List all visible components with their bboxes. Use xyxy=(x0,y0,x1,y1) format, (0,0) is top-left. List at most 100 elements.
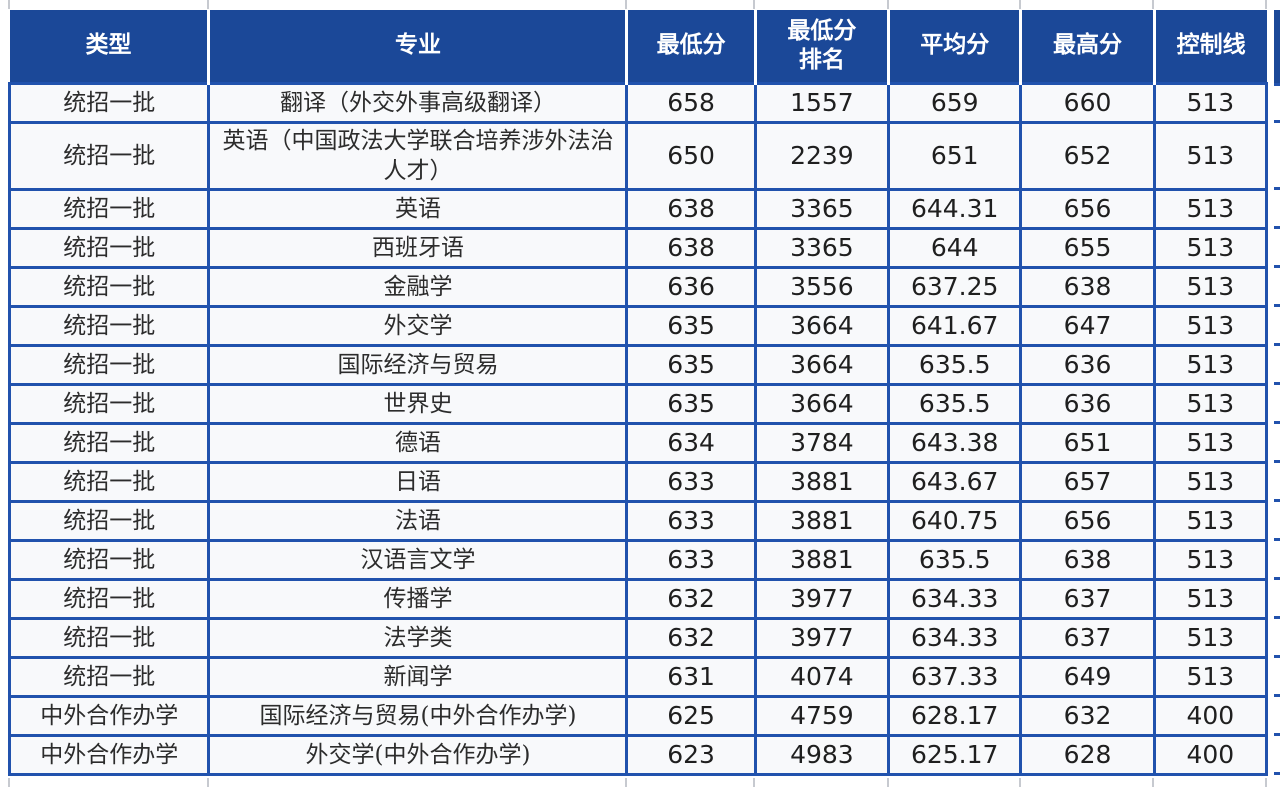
table-cell: 3977 xyxy=(753,577,891,620)
gridline-stub xyxy=(625,778,627,787)
table-cell: 统招一批 xyxy=(7,616,211,659)
table-cell: 638 xyxy=(1019,265,1156,308)
table-cell: 660 xyxy=(1019,81,1156,124)
table-cell: 644 xyxy=(887,226,1023,269)
table-cell: 638 xyxy=(625,187,757,230)
table-cell: 640.75 xyxy=(887,499,1023,542)
gridline-stub xyxy=(1265,778,1267,787)
table-cell: 638 xyxy=(1019,538,1156,581)
table-cell: 632 xyxy=(1019,694,1156,737)
table-cell: 4759 xyxy=(753,694,891,737)
table-cell: 637.33 xyxy=(887,655,1023,698)
gridline-stub xyxy=(1152,778,1154,787)
gridline-stub xyxy=(1265,0,1267,9)
table-row: 统招一批 西班牙语 638 3365 644 655 513 xyxy=(7,226,1269,269)
gridline-stub xyxy=(625,0,627,9)
table-cell: 634 xyxy=(625,421,757,464)
table-cell: 英语 xyxy=(207,187,629,230)
gridline-stub xyxy=(887,0,889,9)
table-cell: 中外合作办学 xyxy=(7,733,211,776)
table-cell: 统招一批 xyxy=(7,577,211,620)
table-cell: 635.5 xyxy=(887,538,1023,581)
top-gridline-stubs xyxy=(0,0,1280,9)
table-cell: 法学类 xyxy=(207,616,629,659)
table-row: 统招一批 传播学 632 3977 634.33 637 513 xyxy=(7,577,1269,620)
gridline-stub xyxy=(753,0,755,9)
table-cell: 统招一批 xyxy=(7,265,211,308)
table-body: 统招一批 翻译（外交外事高级翻译） 658 1557 659 660 513 统招一批 英语（中… xyxy=(7,81,1269,776)
table-cell: 513 xyxy=(1152,577,1269,620)
table-cell: 636 xyxy=(1019,382,1156,425)
table-cell: 634.33 xyxy=(887,577,1023,620)
cropped-row-border xyxy=(1274,304,1280,307)
table-row: 统招一批 世界史 635 3664 635.5 636 513 xyxy=(7,382,1269,425)
gridline-stub xyxy=(207,778,209,787)
table-cell: 统招一批 xyxy=(7,187,211,230)
cropped-row-border xyxy=(1274,343,1280,346)
gridline-stub xyxy=(1019,778,1021,787)
cropped-row-border xyxy=(1274,499,1280,502)
table-cell: 513 xyxy=(1152,616,1269,659)
table-cell: 637 xyxy=(1019,577,1156,620)
table-row: 统招一批 新闻学 631 4074 637.33 649 513 xyxy=(7,655,1269,698)
table-cell: 643.67 xyxy=(887,460,1023,503)
table-cell: 637.25 xyxy=(887,265,1023,308)
table-cell: 513 xyxy=(1152,460,1269,503)
gridline-stub xyxy=(1019,0,1021,9)
table-row: 统招一批 国际经济与贸易 635 3664 635.5 636 513 xyxy=(7,343,1269,386)
table-cell: 1557 xyxy=(753,81,891,124)
table-cell: 西班牙语 xyxy=(207,226,629,269)
table-cell: 650 xyxy=(625,120,757,191)
table-cell: 628 xyxy=(1019,733,1156,776)
column-header: 类型 xyxy=(9,10,209,83)
table-cell: 513 xyxy=(1152,382,1269,425)
table-row: 统招一批 汉语言文学 633 3881 635.5 638 513 xyxy=(7,538,1269,581)
table-cell: 3881 xyxy=(753,538,891,581)
table-cell: 635 xyxy=(625,304,757,347)
table-cell: 统招一批 xyxy=(7,343,211,386)
cropped-row-border xyxy=(1274,694,1280,697)
table-cell: 3365 xyxy=(753,226,891,269)
table-cell: 3977 xyxy=(753,616,891,659)
column-header: 控制线 xyxy=(1152,10,1267,83)
table-cell: 新闻学 xyxy=(207,655,629,698)
table-cell: 外交学 xyxy=(207,304,629,347)
table-cell: 641.67 xyxy=(887,304,1023,347)
table-cell: 649 xyxy=(1019,655,1156,698)
admission-scores-table: 类型 专业 最低分 最低分 排名 平均分 最高分 控制线 统招一批 翻译（外交外事高级翻译） 6… xyxy=(7,10,1269,776)
table-cell: 513 xyxy=(1152,538,1269,581)
table-cell: 638 xyxy=(625,226,757,269)
table-cell: 513 xyxy=(1152,81,1269,124)
table-cell: 400 xyxy=(1152,694,1269,737)
table-cell: 625.17 xyxy=(887,733,1023,776)
table-cell: 633 xyxy=(625,499,757,542)
table-cell: 统招一批 xyxy=(7,499,211,542)
table-cell: 636 xyxy=(625,265,757,308)
table-cell: 632 xyxy=(625,577,757,620)
table-cell: 统招一批 xyxy=(7,120,211,191)
table-cell: 3881 xyxy=(753,460,891,503)
table-cell: 632 xyxy=(625,616,757,659)
cropped-row-border xyxy=(1274,577,1280,580)
table-cell: 世界史 xyxy=(207,382,629,425)
table-cell: 635 xyxy=(625,343,757,386)
table-cell: 统招一批 xyxy=(7,655,211,698)
table-cell: 635 xyxy=(625,382,757,425)
table-cell: 631 xyxy=(625,655,757,698)
table-cell: 658 xyxy=(625,81,757,124)
table-row: 统招一批 金融学 636 3556 637.25 638 513 xyxy=(7,265,1269,308)
table-cell: 德语 xyxy=(207,421,629,464)
table-cell: 日语 xyxy=(207,460,629,503)
table-row: 统招一批 法学类 632 3977 634.33 637 513 xyxy=(7,616,1269,659)
table-row: 统招一批 德语 634 3784 643.38 651 513 xyxy=(7,421,1269,464)
table-cell: 汉语言文学 xyxy=(207,538,629,581)
table-cell: 513 xyxy=(1152,304,1269,347)
column-header: 最低分 排名 xyxy=(753,10,889,83)
table-cell: 652 xyxy=(1019,120,1156,191)
cropped-row-border xyxy=(1274,265,1280,268)
gridline-stub xyxy=(887,778,889,787)
table-cell: 513 xyxy=(1152,187,1269,230)
table-row: 统招一批 法语 633 3881 640.75 656 513 xyxy=(7,499,1269,542)
cropped-row-border xyxy=(1274,120,1280,123)
table-cell: 513 xyxy=(1152,226,1269,269)
